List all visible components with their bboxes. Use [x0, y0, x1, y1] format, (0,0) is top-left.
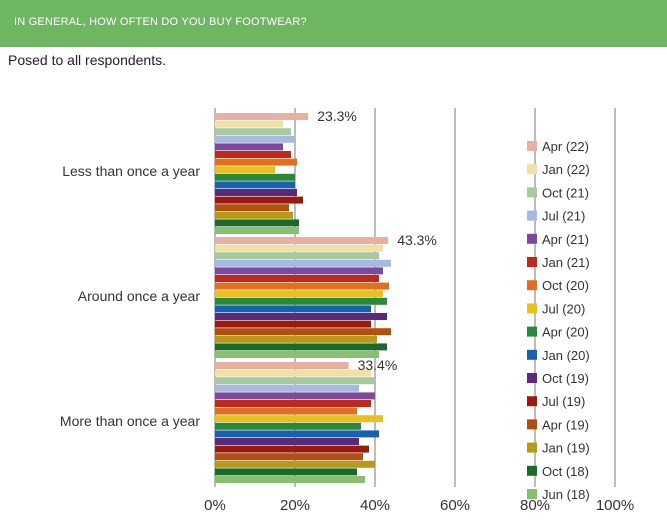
- x-tick-label: 0%: [204, 497, 226, 514]
- legend-label: Jan (19): [542, 441, 590, 456]
- bar-15-0: [215, 227, 299, 234]
- legend-label: Jan (22): [542, 162, 590, 177]
- data-label: 43.3%: [397, 232, 437, 248]
- category-label: More than once a year: [60, 413, 200, 429]
- bar-13-0: [215, 211, 293, 219]
- legend-swatch: [527, 141, 537, 151]
- bar-3-1: [215, 259, 391, 267]
- legend-label: Apr (22): [542, 139, 589, 154]
- bar-14-1: [215, 343, 387, 351]
- bar-9-0: [215, 181, 295, 189]
- bar-11-2: [215, 445, 369, 453]
- bar-4-1: [215, 267, 383, 275]
- legend-swatch: [527, 326, 537, 337]
- bar-10-2: [215, 438, 359, 445]
- bar-8-0: [215, 173, 295, 181]
- bar-2-1: [215, 252, 379, 260]
- data-label: 23.3%: [317, 108, 357, 124]
- legend-swatch: [527, 419, 537, 430]
- bar-13-2: [215, 460, 375, 468]
- bar-2-2: [215, 377, 375, 385]
- bar-0-0: [215, 113, 309, 120]
- bar-1-1: [215, 244, 383, 252]
- legend-swatch: [527, 210, 537, 221]
- legend-swatch: [527, 187, 537, 198]
- x-tick-label: 20%: [280, 497, 310, 514]
- legend-swatch: [527, 233, 537, 244]
- bar-15-2: [215, 476, 365, 483]
- bar-5-1: [215, 275, 379, 282]
- bar-2-0: [215, 128, 291, 136]
- bar-3-0: [215, 135, 295, 143]
- subtitle: Posed to all respondents.: [8, 52, 166, 68]
- legend-label: Jul (19): [542, 394, 585, 409]
- x-tick-label: 40%: [360, 497, 390, 514]
- bar-3-2: [215, 384, 359, 392]
- bar-5-0: [215, 151, 291, 158]
- bar-7-0: [215, 166, 275, 174]
- legend-label: Jul (21): [542, 209, 585, 224]
- bar-1-2: [215, 369, 371, 377]
- bar-14-0: [215, 219, 299, 227]
- bar-7-2: [215, 415, 383, 423]
- legend-swatch: [527, 373, 537, 383]
- bar-12-1: [215, 328, 391, 336]
- bar-12-2: [215, 453, 363, 461]
- category-label: Around once a year: [78, 288, 201, 304]
- legend-label: Oct (20): [542, 278, 589, 293]
- data-label: 33.4%: [358, 357, 398, 373]
- legend-swatch: [527, 489, 537, 499]
- category-label: Less than once a year: [62, 163, 200, 179]
- bar-9-1: [215, 305, 371, 313]
- legend-label: Jan (21): [542, 255, 590, 270]
- legend-swatch: [527, 465, 537, 476]
- legend-label: Oct (18): [542, 464, 589, 479]
- legend-swatch: [527, 442, 537, 453]
- bar-14-2: [215, 468, 357, 476]
- bar-11-0: [215, 196, 303, 204]
- bar-15-1: [215, 351, 379, 358]
- legend-swatch: [527, 396, 537, 407]
- bar-0-1: [215, 237, 389, 244]
- header-bar: IN GENERAL, HOW OFTEN DO YOU BUY FOOTWEA…: [0, 0, 667, 47]
- legend-label: Oct (21): [542, 185, 589, 200]
- legend-label: Oct (19): [542, 371, 589, 386]
- bar-1-0: [215, 120, 283, 128]
- bar-0-2: [215, 362, 349, 369]
- bar-10-1: [215, 313, 387, 320]
- bar-6-1: [215, 282, 389, 290]
- legend-label: Jul (20): [542, 301, 585, 316]
- legend-swatch: [527, 164, 537, 175]
- bar-6-0: [215, 158, 297, 166]
- bar-4-2: [215, 392, 375, 400]
- bar-9-2: [215, 430, 379, 438]
- legend-label: Apr (21): [542, 232, 589, 247]
- bar-8-1: [215, 297, 387, 305]
- legend-label: Apr (20): [542, 325, 589, 340]
- bar-7-1: [215, 290, 383, 298]
- question-title: IN GENERAL, HOW OFTEN DO YOU BUY FOOTWEA…: [14, 16, 307, 28]
- legend-swatch: [527, 303, 537, 314]
- bar-13-1: [215, 335, 377, 343]
- x-tick-label: 80%: [520, 497, 550, 514]
- bar-11-1: [215, 320, 371, 328]
- legend-label: Jun (18): [542, 487, 590, 502]
- bar-5-2: [215, 400, 371, 407]
- x-tick-label: 100%: [596, 497, 634, 514]
- legend-label: Jan (20): [542, 348, 590, 363]
- bar-10-0: [215, 189, 297, 196]
- legend-swatch: [527, 257, 537, 267]
- bar-4-0: [215, 143, 283, 151]
- legend-swatch: [527, 349, 537, 360]
- legend-swatch: [527, 280, 537, 291]
- x-tick-label: 60%: [440, 497, 470, 514]
- bar-6-2: [215, 407, 357, 415]
- legend-label: Apr (19): [542, 417, 589, 432]
- bar-8-2: [215, 422, 361, 430]
- bar-12-0: [215, 204, 289, 212]
